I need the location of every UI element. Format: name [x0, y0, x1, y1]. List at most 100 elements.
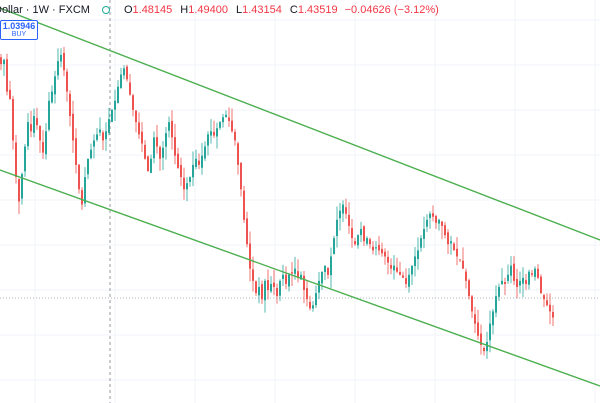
candle-body-down [147, 156, 149, 171]
change-value: −0.04626 (−3.12%) [344, 4, 439, 16]
candle-body-up [21, 174, 23, 199]
candle-body-up [207, 134, 209, 146]
candle-body-up [120, 74, 122, 89]
candle-body-up [438, 219, 440, 224]
candle-body-down [126, 66, 128, 80]
candle-body-up [393, 265, 395, 271]
candle-body-down [297, 271, 299, 278]
candle-body-down [465, 271, 467, 281]
candle-body-up [288, 274, 290, 287]
candle-body-down [351, 228, 353, 239]
candle-body-down [228, 117, 230, 121]
channel-lower-line[interactable] [0, 169, 600, 387]
candle-body-down [309, 301, 311, 309]
candle-body-down [42, 142, 44, 153]
candle-body-up [318, 280, 320, 293]
candle-body-up [87, 158, 89, 175]
trend-channel[interactable] [0, 7, 600, 387]
candle-body-up [123, 68, 125, 76]
candle-body-up [324, 265, 326, 272]
candle-body-down [306, 288, 308, 300]
candle-body-down [525, 280, 527, 284]
candle-body-down [354, 241, 356, 245]
candle-body-down [432, 213, 434, 217]
candle-body-down [447, 232, 449, 245]
candle-body-up [279, 280, 281, 296]
candle-body-up [360, 228, 362, 236]
candle-body-up [48, 100, 50, 130]
candle-body-up [117, 86, 119, 103]
candle-body-down [456, 248, 458, 257]
candle-body-down [471, 296, 473, 312]
candle-body-down [267, 280, 269, 291]
symbol-title[interactable]: Dollar · 1W · FXCM [0, 4, 90, 16]
candle-body-up [96, 134, 98, 140]
candle-body-up [150, 158, 152, 173]
candle-body-down [537, 268, 539, 278]
candle-body-up [294, 268, 296, 274]
candle-body-down [213, 131, 215, 136]
candle-body-down [231, 120, 233, 132]
candle-body-down [459, 259, 461, 261]
candle-body-down [81, 190, 83, 205]
candle-body-up [51, 91, 53, 103]
candle-body-up [153, 137, 155, 159]
candle-body-down [303, 275, 305, 291]
candle-body-up [225, 114, 227, 118]
candle-body-down [183, 177, 185, 190]
candle-body-down [531, 273, 533, 275]
candle-body-up [408, 274, 410, 287]
candle-body-up [216, 128, 218, 137]
candle-body-down [144, 144, 146, 159]
candle-body-up [186, 183, 188, 190]
candle-body-down [378, 244, 380, 251]
candle-body-down [402, 275, 404, 278]
candle-body-down [291, 272, 293, 274]
candle-body-up [201, 155, 203, 168]
candle-body-down [30, 124, 32, 132]
candle-body-down [504, 282, 506, 284]
candle-body-up [264, 280, 266, 301]
candle-body-down [540, 276, 542, 294]
candle-body-up [375, 247, 377, 249]
candle-body-down [237, 143, 239, 165]
candle-body-up [510, 265, 512, 276]
candle-body-down [474, 314, 476, 324]
candle-body-up [498, 286, 500, 297]
candle-body-down [543, 295, 545, 300]
candle-body-up [489, 323, 491, 341]
candle-body-down [9, 89, 11, 99]
candle-body-up [492, 311, 494, 326]
candle-body-down [243, 190, 245, 220]
candle-body-up [204, 146, 206, 159]
candle-body-up [270, 283, 272, 292]
candle-body-down [177, 153, 179, 168]
candle-body-down [249, 243, 251, 269]
candle-body-up [24, 146, 26, 172]
candle-body-down [180, 165, 182, 178]
candle-body-up [366, 238, 368, 244]
low-value: 1.43154 [242, 4, 282, 16]
high-label: H [180, 4, 189, 16]
candle-body-down [276, 288, 278, 297]
candle-body-up [411, 265, 413, 275]
candle-body-up [210, 131, 212, 136]
candle-body-up [333, 238, 335, 255]
candle-body-up [423, 228, 425, 239]
candle-body-down [387, 256, 389, 263]
candle-body-up [321, 271, 323, 284]
candle-body-down [135, 110, 137, 123]
candle-body-down [513, 263, 515, 281]
candle-body-up [486, 341, 488, 352]
candle-body-up [108, 119, 110, 133]
candle-body-down [141, 131, 143, 144]
channel-upper-line[interactable] [0, 7, 600, 241]
candle-body-up [417, 250, 419, 259]
candle-body-up [312, 305, 314, 309]
candle-body-down [6, 59, 8, 92]
candle-body-down [75, 138, 77, 165]
buy-button[interactable]: 1.03946 BUY [0, 20, 38, 40]
candle-body-up [165, 133, 167, 147]
